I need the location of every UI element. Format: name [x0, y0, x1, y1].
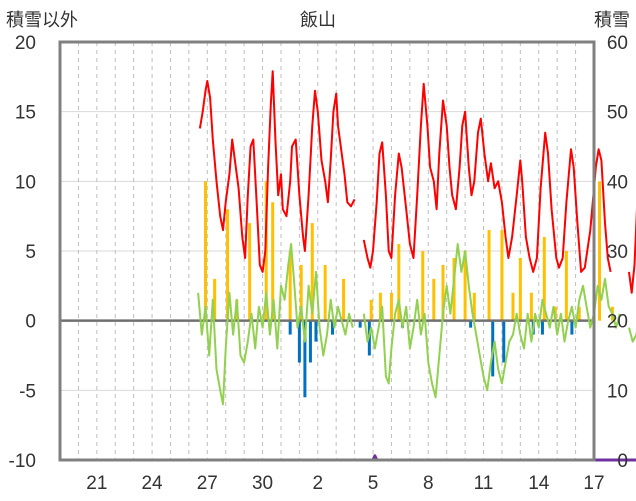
x-tick-label: 14 — [528, 473, 550, 494]
bar — [310, 223, 314, 321]
bar — [432, 278, 436, 321]
bar — [271, 202, 275, 321]
bar — [511, 292, 515, 321]
right-y-tick-labels: 60 50 40 30 20 10 0 — [607, 33, 628, 472]
bar — [288, 251, 292, 321]
bar — [248, 223, 252, 321]
bar — [308, 320, 312, 363]
y-tick-label-right: 20 — [607, 312, 628, 333]
y-tick-label-left: -10 — [9, 451, 36, 472]
bar — [288, 320, 292, 335]
x-tick-label: 8 — [423, 473, 434, 494]
y-tick-label-right: 0 — [617, 451, 628, 472]
y-tick-label-left: 20 — [15, 33, 36, 54]
x-tick-label: 30 — [252, 473, 273, 494]
bar — [472, 292, 476, 321]
series-line — [197, 243, 354, 406]
bar — [369, 299, 373, 321]
bar — [452, 257, 456, 321]
bar — [213, 278, 217, 321]
y-tick-label-left: -5 — [19, 381, 36, 402]
series-line — [628, 208, 636, 294]
y-tick-label-left: 0 — [25, 312, 36, 333]
bar — [358, 320, 362, 328]
y-tick-label-left: 15 — [15, 103, 36, 124]
bar — [598, 181, 602, 321]
series-line — [362, 243, 621, 399]
bar — [203, 181, 207, 321]
bar — [529, 292, 533, 321]
gridlines — [60, 42, 594, 460]
bar — [542, 237, 546, 321]
y-tick-label-right: 10 — [607, 381, 628, 402]
bar — [421, 251, 425, 321]
bar — [299, 264, 303, 321]
x-tick-label: 27 — [197, 473, 218, 494]
line-series — [197, 70, 636, 462]
bar — [297, 320, 301, 363]
bar — [518, 257, 522, 321]
x-tick-label: 5 — [368, 473, 379, 494]
x-tick-label: 17 — [583, 473, 604, 494]
y-tick-label-left: 5 — [25, 242, 36, 263]
y-tick-label-left: 10 — [15, 172, 36, 193]
bar — [577, 306, 581, 321]
x-tick-label: 11 — [474, 473, 494, 494]
x-tick-label: 2 — [313, 473, 324, 494]
bar — [540, 320, 544, 335]
series-line — [310, 454, 636, 462]
left-axis-title: 積雪以外 — [6, 10, 78, 31]
bar — [441, 264, 445, 321]
bar — [323, 264, 327, 321]
bar — [389, 292, 393, 321]
bar — [342, 278, 346, 321]
x-tick-labels: 21 24 27 30 2 5 8 11 14 17 — [86, 473, 604, 494]
bar — [502, 320, 506, 363]
x-tick-label: 21 — [86, 473, 107, 494]
y-tick-label-right: 40 — [607, 172, 628, 193]
plot-frame — [58, 40, 596, 462]
right-axis-title: 積雪 — [594, 10, 630, 31]
bar — [564, 251, 568, 321]
bar — [303, 320, 307, 398]
y-tick-label-right: 30 — [607, 242, 628, 263]
bar — [500, 230, 504, 321]
bar — [487, 230, 491, 321]
series-line — [198, 70, 356, 273]
bar — [463, 251, 467, 321]
series-line — [628, 327, 636, 343]
y-tick-label-right: 60 — [607, 33, 628, 54]
x-tick-label: 24 — [141, 473, 163, 494]
series-line — [362, 82, 612, 273]
chart-title: 飯山 — [300, 10, 336, 31]
bar — [469, 320, 473, 328]
bar-series — [203, 181, 614, 398]
y-tick-label-right: 50 — [607, 103, 628, 124]
bar — [331, 320, 335, 335]
bar — [397, 244, 401, 321]
bar — [570, 320, 574, 335]
bar — [378, 292, 382, 321]
left-y-tick-labels: 20 15 10 5 0 -5 -10 — [9, 33, 36, 472]
bar — [314, 320, 318, 342]
bar — [226, 209, 230, 321]
